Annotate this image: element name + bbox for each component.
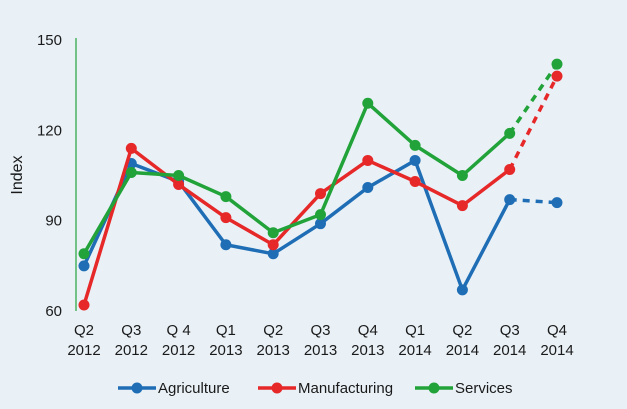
y-tick-label: 150 xyxy=(37,32,62,49)
y-tick-label: 90 xyxy=(45,213,62,230)
legend-swatch-marker xyxy=(271,382,283,394)
data-point xyxy=(456,170,468,181)
x-tick-label: Q4 2013 xyxy=(351,322,384,359)
data-point xyxy=(267,248,279,260)
data-point xyxy=(362,182,374,194)
legend-label: Agriculture xyxy=(158,380,230,397)
x-tick-label: Q1 2013 xyxy=(209,322,242,359)
data-point xyxy=(409,139,421,151)
series-line xyxy=(82,146,512,307)
x-tick-label: Q3 2014 xyxy=(493,322,526,359)
data-point xyxy=(315,188,326,200)
x-tick-label: Q3 2012 xyxy=(115,322,148,359)
x-tick-label: Q2 2013 xyxy=(257,322,290,359)
data-point xyxy=(78,299,90,311)
x-tick-label: Q 4 2012 xyxy=(162,322,195,359)
x-tick-label: Q4 2014 xyxy=(540,322,573,359)
y-tick-label: 60 xyxy=(45,303,62,320)
data-point xyxy=(220,239,232,251)
series-layer xyxy=(78,58,563,311)
data-point xyxy=(220,212,232,224)
series-line xyxy=(82,101,512,256)
data-point xyxy=(551,58,563,70)
data-point xyxy=(456,284,468,296)
y-axis-label: Index xyxy=(9,155,26,194)
legend-item: Manufacturing xyxy=(258,380,393,397)
data-point xyxy=(362,97,374,109)
data-point xyxy=(409,154,421,166)
legend-label: Services xyxy=(455,380,513,397)
axes: Index 60 90 120 150 Q2 2012 Q3 2012 Q 4 2012 Q1 2013… xyxy=(9,32,574,359)
legend-item: Services xyxy=(415,380,513,397)
legend-swatch-marker xyxy=(131,382,143,394)
data-point xyxy=(551,70,563,82)
data-point xyxy=(267,227,279,239)
x-tick-label: Q2 2012 xyxy=(67,322,100,359)
x-tick-label: Q3 2013 xyxy=(304,322,337,359)
data-point xyxy=(125,142,137,154)
data-point xyxy=(409,176,421,188)
data-point xyxy=(504,127,516,139)
series-projection-line xyxy=(509,197,558,205)
data-point xyxy=(267,239,279,251)
data-point xyxy=(173,179,185,191)
data-point xyxy=(78,248,90,260)
data-point xyxy=(456,200,468,212)
data-point xyxy=(173,170,185,181)
data-point xyxy=(315,218,326,230)
series-services xyxy=(78,58,563,260)
y-tick-label: 120 xyxy=(37,122,62,139)
data-point xyxy=(220,191,232,203)
legend-item: Agriculture xyxy=(118,380,230,397)
data-point xyxy=(504,194,516,206)
legend: Agriculture Manufacturing Services xyxy=(118,380,513,397)
data-point xyxy=(504,163,516,175)
series-agriculture xyxy=(78,154,563,296)
data-point xyxy=(315,209,326,221)
series-manufacturing xyxy=(78,70,563,311)
legend-swatch-marker xyxy=(428,382,440,394)
series-projection-line xyxy=(508,75,559,171)
data-point xyxy=(78,260,90,272)
data-point xyxy=(551,197,563,209)
legend-label: Manufacturing xyxy=(298,380,393,397)
x-tick-label: Q1 2014 xyxy=(398,322,431,359)
x-tick-label: Q2 2014 xyxy=(446,322,479,359)
series-projection-line xyxy=(508,63,559,135)
data-point xyxy=(362,154,374,166)
data-point xyxy=(125,166,137,178)
